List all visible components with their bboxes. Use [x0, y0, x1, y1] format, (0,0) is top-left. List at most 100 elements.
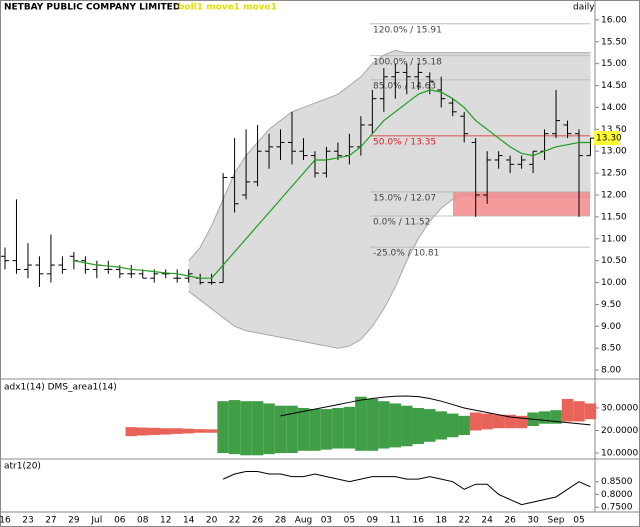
x-tick-label: 30 — [527, 516, 539, 526]
adx-line — [280, 395, 591, 426]
y-tick-label: 10.50 — [601, 256, 627, 266]
x-tick-label: 22 — [229, 516, 240, 526]
fib-zone — [453, 191, 590, 217]
y-tick-label: 15.00 — [601, 59, 627, 69]
moving-average — [73, 89, 591, 279]
x-tick-label: 12 — [160, 516, 171, 526]
dms-bar — [274, 405, 287, 454]
y-tick-label: 14.00 — [601, 103, 627, 113]
dms-bar — [125, 427, 138, 437]
dms-bar — [355, 396, 367, 451]
dms-bar — [573, 401, 585, 422]
x-tick-label: 16 — [413, 516, 425, 526]
dms-bar — [412, 407, 425, 445]
dms-bar — [320, 409, 333, 450]
dms-bar — [171, 428, 183, 434]
x-tick-label: 11 — [390, 516, 401, 526]
y-tick-label: 15.50 — [601, 37, 627, 47]
band-area — [188, 50, 591, 349]
dms-bar — [228, 400, 241, 455]
chart-title: NETBAY PUBLIC COMPANY LIMITED — [4, 3, 180, 13]
x-tick-label: 05 — [344, 516, 355, 526]
y-tick-label: 8.50 — [601, 344, 621, 354]
dms-bar — [504, 414, 516, 429]
y-tick-label: 12.00 — [601, 191, 627, 201]
dms-bar — [205, 429, 218, 433]
x-tick-label: Aug — [295, 516, 313, 526]
y-tick-label: 9.50 — [601, 300, 621, 310]
x-tick-label: 27 — [45, 516, 56, 526]
last-price-box — [594, 131, 620, 146]
x-tick-label: 09 — [367, 516, 379, 526]
dms-bar — [159, 428, 172, 435]
fib-label: -25.0% / 10.81 — [373, 249, 439, 259]
dms-bar — [481, 413, 493, 430]
dms-bar — [297, 407, 310, 451]
dms-bar — [401, 405, 413, 447]
panel-title: atr1(20) — [4, 462, 41, 472]
y-tick-label: 0.7500 — [601, 503, 633, 513]
y-tick-label: 11.00 — [601, 234, 627, 244]
dms-bar — [137, 427, 149, 436]
dms-bar — [286, 405, 298, 454]
x-tick-label: 05 — [573, 516, 584, 526]
x-tick-label: 14 — [183, 516, 195, 526]
dms-bar — [194, 429, 206, 433]
band-upper — [188, 50, 591, 261]
y-tick-label: 8.00 — [601, 366, 621, 376]
fib-label: 100.0% / 15.18 — [373, 57, 442, 67]
x-tick-label: 26 — [252, 516, 264, 526]
panel-title: adx1(14) DMS_area1(14) — [4, 383, 117, 393]
dms-bar — [550, 410, 562, 424]
x-tick-label: 22 — [458, 516, 469, 526]
y-tick-label: 11.50 — [601, 212, 627, 222]
y-tick-label: 10.0000 — [601, 449, 638, 459]
dms-bar — [515, 415, 528, 429]
fib-label: 85.0% / 14.63 — [373, 81, 436, 91]
dms-bar — [309, 409, 321, 451]
x-tick-label: 08 — [137, 516, 149, 526]
dms-bar — [538, 411, 551, 424]
x-tick-label: 18 — [436, 516, 448, 526]
atr-line — [222, 470, 591, 506]
dms-bar — [435, 411, 447, 440]
dms-bar — [240, 401, 252, 456]
dms-bar — [446, 413, 459, 438]
fib-label: 120.0% / 15.91 — [373, 25, 442, 35]
fib-label: 15.0% / 12.07 — [373, 193, 436, 203]
fib-label: 0.0% / 11.52 — [373, 218, 430, 228]
dms-bar — [561, 398, 574, 422]
y-tick-label: 16.00 — [601, 15, 627, 25]
x-tick-label: 23 — [22, 516, 33, 526]
y-tick-label: 13.00 — [601, 147, 627, 157]
dms-bar — [424, 409, 436, 442]
x-tick-label: 26 — [504, 516, 516, 526]
dms-bar — [263, 403, 275, 455]
y-tick-label: 12.50 — [601, 169, 627, 179]
y-tick-label: 20.0000 — [601, 426, 638, 436]
y-tick-label: 13.50 — [601, 125, 627, 135]
y-tick-label: 9.00 — [601, 322, 621, 332]
y-tick-label: 14.50 — [601, 81, 627, 91]
x-tick-label: Sep — [548, 516, 565, 526]
x-tick-label: 16 — [0, 516, 11, 526]
dms-bar — [469, 412, 482, 431]
fib-label: 50.0% / 13.35 — [373, 137, 436, 147]
dms-bar — [343, 406, 356, 449]
dms-bar — [492, 414, 505, 429]
x-tick-label: 20 — [206, 516, 218, 526]
dms-bar — [148, 427, 160, 436]
dms-bar — [389, 403, 402, 448]
dms-bar — [458, 415, 470, 436]
x-tick-label: 28 — [275, 516, 287, 526]
dms-bar — [584, 403, 597, 420]
dms-bar — [366, 398, 379, 451]
x-tick-label: Jul — [90, 516, 102, 526]
dms-bar — [251, 401, 264, 456]
y-tick-label: 10.00 — [601, 278, 627, 288]
y-tick-label: 0.8000 — [601, 490, 633, 500]
period: daily — [573, 3, 595, 13]
y-tick-label: 0.8500 — [601, 477, 633, 487]
last-price-label: 13.30 — [596, 134, 622, 144]
